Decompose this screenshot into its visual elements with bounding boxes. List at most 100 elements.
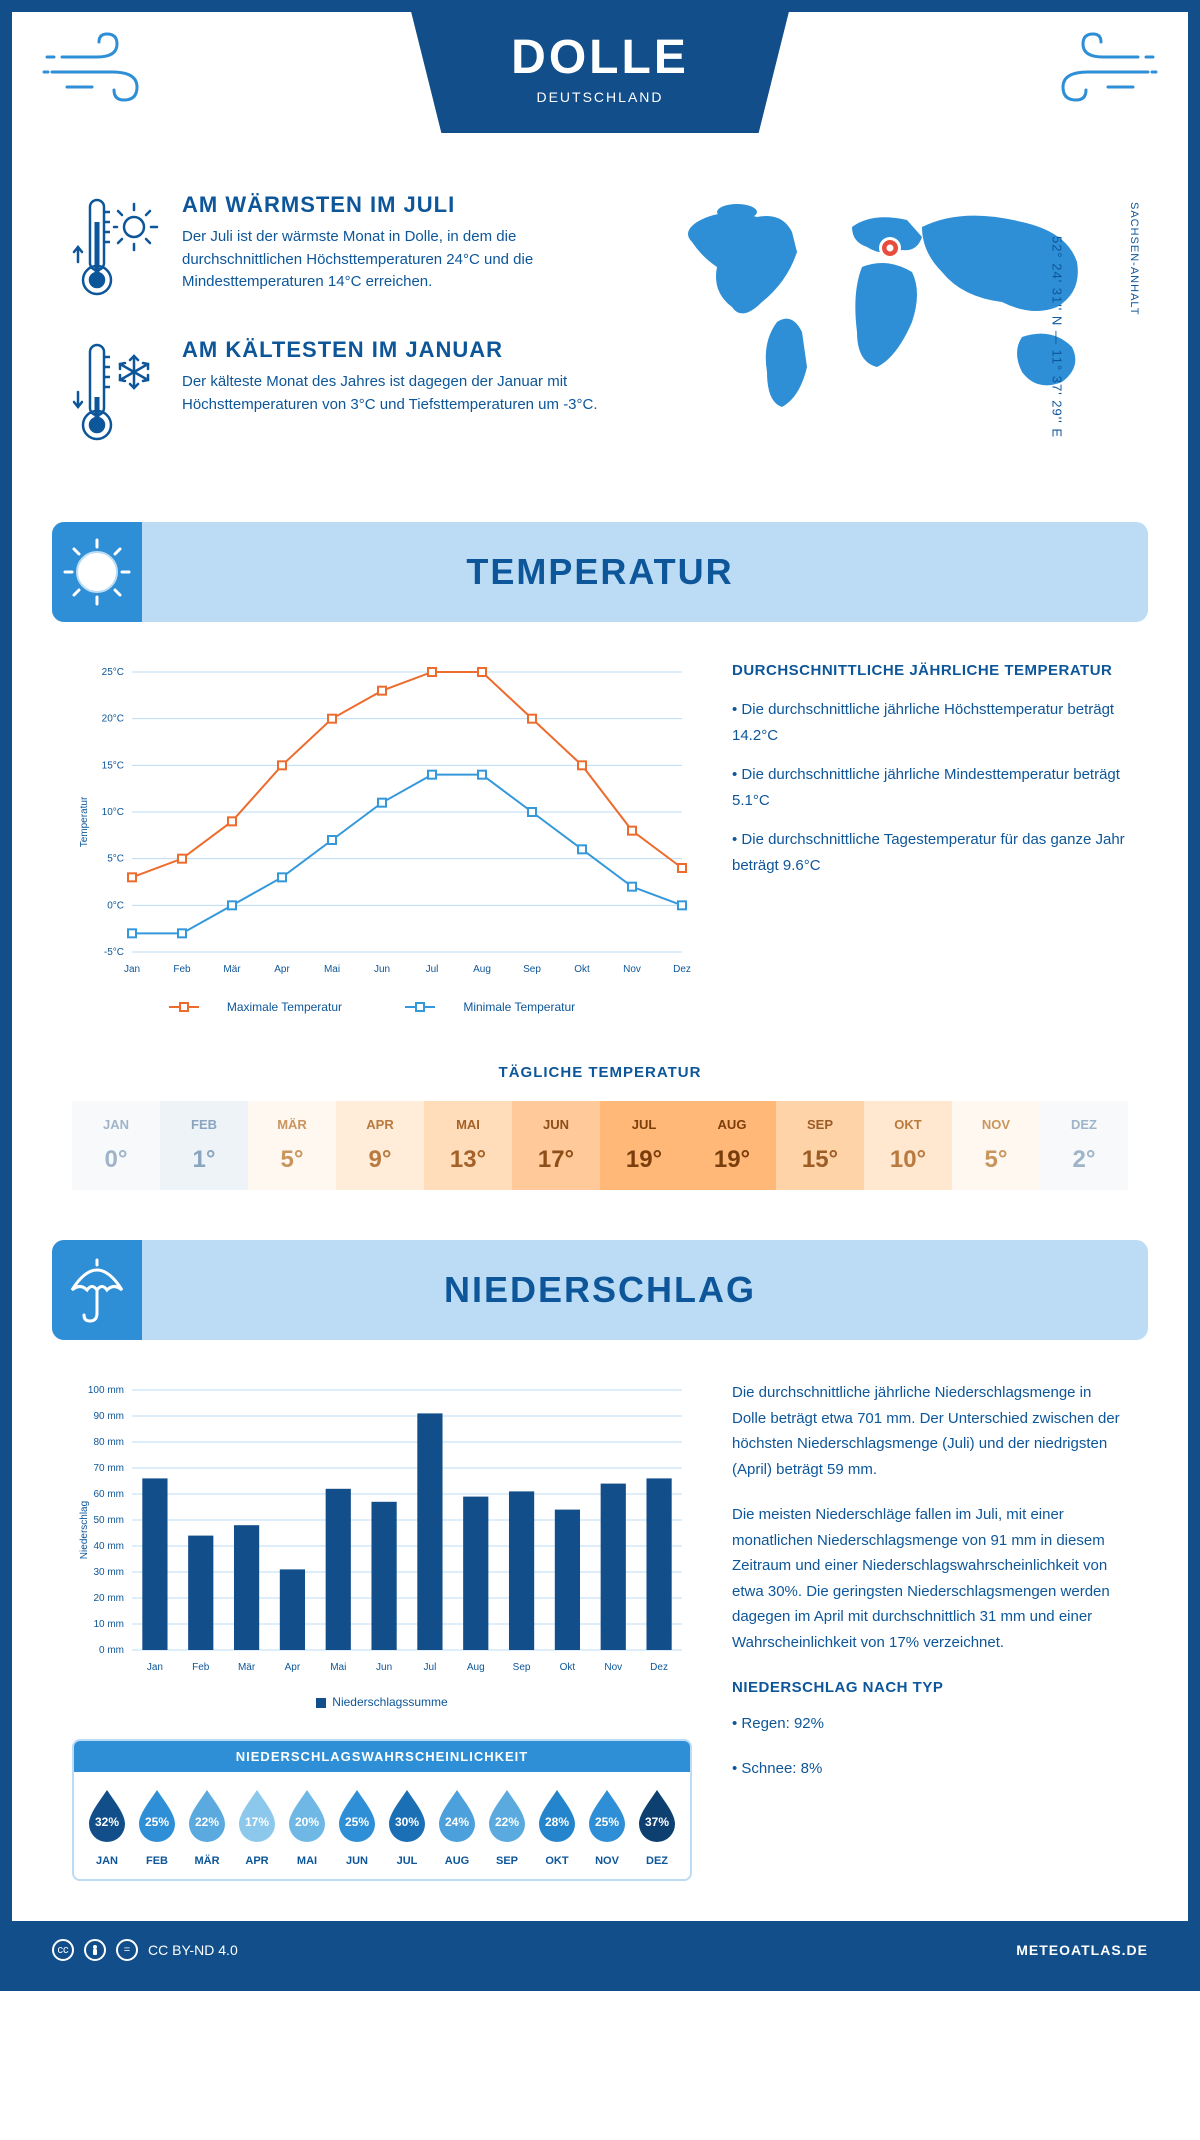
svg-text:Okt: Okt [574, 964, 590, 975]
title-banner: DOLLE DEUTSCHLAND [411, 12, 789, 133]
daily-cell: SEP15° [776, 1101, 864, 1190]
svg-text:25°C: 25°C [102, 667, 124, 678]
precip-type-bullet: • Regen: 92% [732, 1711, 1128, 1737]
precipitation-chart: 0 mm10 mm20 mm30 mm40 mm50 mm60 mm70 mm8… [72, 1380, 692, 1680]
page-title: DOLLE [511, 30, 689, 85]
region-label: SACHSEN-ANHALT [1128, 202, 1140, 315]
precipitation-section: 0 mm10 mm20 mm30 mm40 mm50 mm60 mm70 mm8… [12, 1340, 1188, 1921]
daily-cell: FEB1° [160, 1101, 248, 1190]
svg-text:Apr: Apr [285, 1662, 301, 1673]
svg-text:Feb: Feb [192, 1662, 210, 1673]
probability-cell: 20% MAI [282, 1788, 332, 1867]
world-map-block: SACHSEN-ANHALT 52° 24' 31'' N — 11° 37' … [662, 192, 1128, 482]
svg-text:22%: 22% [495, 1815, 519, 1829]
probability-cell: 25% NOV [582, 1788, 632, 1867]
license-text: CC BY-ND 4.0 [148, 1942, 238, 1958]
footer: cc = CC BY-ND 4.0 METEOATLAS.DE [12, 1921, 1188, 1979]
daily-cell: JUN17° [512, 1101, 600, 1190]
fact-text: Der Juli ist der wärmste Monat in Dolle,… [182, 226, 632, 294]
svg-text:Nov: Nov [623, 964, 641, 975]
probability-cell: 22% SEP [482, 1788, 532, 1867]
cc-icon: cc [52, 1939, 74, 1961]
svg-text:Jun: Jun [376, 1662, 392, 1673]
daily-cell: JUL19° [600, 1101, 688, 1190]
svg-text:25%: 25% [145, 1815, 169, 1829]
wind-icon [42, 32, 152, 117]
sun-icon [52, 522, 142, 622]
svg-text:Jun: Jun [374, 964, 390, 975]
probability-cell: 37% DEZ [632, 1788, 682, 1867]
svg-text:20°C: 20°C [102, 714, 124, 725]
daily-cell: JAN0° [72, 1101, 160, 1190]
probability-box: NIEDERSCHLAGSWAHRSCHEINLICHKEIT 32% JAN … [72, 1739, 692, 1881]
section-title: TEMPERATUR [142, 551, 1148, 593]
svg-text:Temperatur: Temperatur [79, 796, 90, 847]
temperature-info: DURCHSCHNITTLICHE JÄHRLICHE TEMPERATUR •… [732, 662, 1128, 1014]
section-header-temperature: TEMPERATUR [52, 522, 1148, 622]
svg-text:17%: 17% [245, 1815, 269, 1829]
svg-text:70 mm: 70 mm [93, 1463, 124, 1474]
umbrella-icon [52, 1240, 142, 1340]
svg-text:50 mm: 50 mm [93, 1515, 124, 1526]
thermometer-sun-icon [72, 192, 162, 307]
svg-text:20%: 20% [295, 1815, 319, 1829]
svg-text:Apr: Apr [274, 964, 290, 975]
svg-text:Jul: Jul [424, 1662, 437, 1673]
info-bullet: • Die durchschnittliche jährliche Höchst… [732, 697, 1128, 748]
svg-text:Feb: Feb [173, 964, 191, 975]
header: DOLLE DEUTSCHLAND [12, 12, 1188, 172]
daily-cell: MÄR5° [248, 1101, 336, 1190]
footer-license: cc = CC BY-ND 4.0 [52, 1939, 238, 1961]
svg-text:Mär: Mär [238, 1662, 256, 1673]
svg-text:0°C: 0°C [107, 900, 124, 911]
page-subtitle: DEUTSCHLAND [511, 89, 689, 105]
precip-type-bullet: • Schnee: 8% [732, 1756, 1128, 1782]
daily-temp-table: JAN0°FEB1°MÄR5°APR9°MAI13°JUN17°JUL19°AU… [72, 1101, 1128, 1190]
daily-cell: APR9° [336, 1101, 424, 1190]
fact-warmest: AM WÄRMSTEN IM JULI Der Juli ist der wär… [72, 192, 632, 307]
coordinates: 52° 24' 31'' N — 11° 37' 29'' E [1049, 236, 1064, 438]
page: DOLLE DEUTSCHLAND [0, 0, 1200, 1991]
svg-text:60 mm: 60 mm [93, 1489, 124, 1500]
precip-paragraph: Die meisten Niederschläge fallen im Juli… [732, 1502, 1128, 1655]
svg-text:20 mm: 20 mm [93, 1593, 124, 1604]
svg-text:Sep: Sep [513, 1662, 531, 1673]
svg-text:Niederschlag: Niederschlag [79, 1501, 90, 1559]
probability-cell: 24% AUG [432, 1788, 482, 1867]
svg-text:Okt: Okt [560, 1662, 576, 1673]
intro-facts: AM WÄRMSTEN IM JULI Der Juli ist der wär… [72, 192, 632, 482]
svg-text:Dez: Dez [650, 1662, 668, 1673]
daily-cell: OKT10° [864, 1101, 952, 1190]
svg-text:Aug: Aug [473, 964, 491, 975]
section-title: NIEDERSCHLAG [142, 1269, 1148, 1311]
svg-text:Mär: Mär [223, 964, 241, 975]
probability-cell: 17% APR [232, 1788, 282, 1867]
svg-text:100 mm: 100 mm [88, 1385, 124, 1396]
svg-text:32%: 32% [95, 1815, 119, 1829]
probability-cell: 30% JUL [382, 1788, 432, 1867]
info-title: DURCHSCHNITTLICHE JÄHRLICHE TEMPERATUR [732, 662, 1128, 679]
svg-text:80 mm: 80 mm [93, 1437, 124, 1448]
precip-type-title: NIEDERSCHLAG NACH TYP [732, 1675, 1128, 1701]
svg-text:Jan: Jan [124, 964, 140, 975]
svg-text:Jul: Jul [426, 964, 439, 975]
svg-text:25%: 25% [595, 1815, 619, 1829]
probability-cell: 25% JUN [332, 1788, 382, 1867]
thermometer-snow-icon [72, 337, 162, 452]
probability-cell: 22% MÄR [182, 1788, 232, 1867]
svg-text:Mai: Mai [330, 1662, 346, 1673]
by-icon [84, 1939, 106, 1961]
svg-text:10°C: 10°C [102, 807, 124, 818]
bar-legend: Niederschlagssumme [72, 1695, 692, 1709]
footer-site: METEOATLAS.DE [1016, 1942, 1148, 1958]
daily-temp-title: TÄGLICHE TEMPERATUR [12, 1064, 1188, 1081]
daily-cell: MAI13° [424, 1101, 512, 1190]
svg-text:24%: 24% [445, 1815, 469, 1829]
fact-coldest: AM KÄLTESTEN IM JANUAR Der kälteste Mona… [72, 337, 632, 452]
svg-text:30%: 30% [395, 1815, 419, 1829]
temperature-section: -5°C0°C5°C10°C15°C20°C25°CJanFebMärAprMa… [12, 622, 1188, 1054]
probability-cell: 28% OKT [532, 1788, 582, 1867]
chart-legend: Maximale Temperatur Minimale Temperatur [72, 997, 692, 1014]
probability-title: NIEDERSCHLAGSWAHRSCHEINLICHKEIT [74, 1741, 690, 1772]
nd-icon: = [116, 1939, 138, 1961]
